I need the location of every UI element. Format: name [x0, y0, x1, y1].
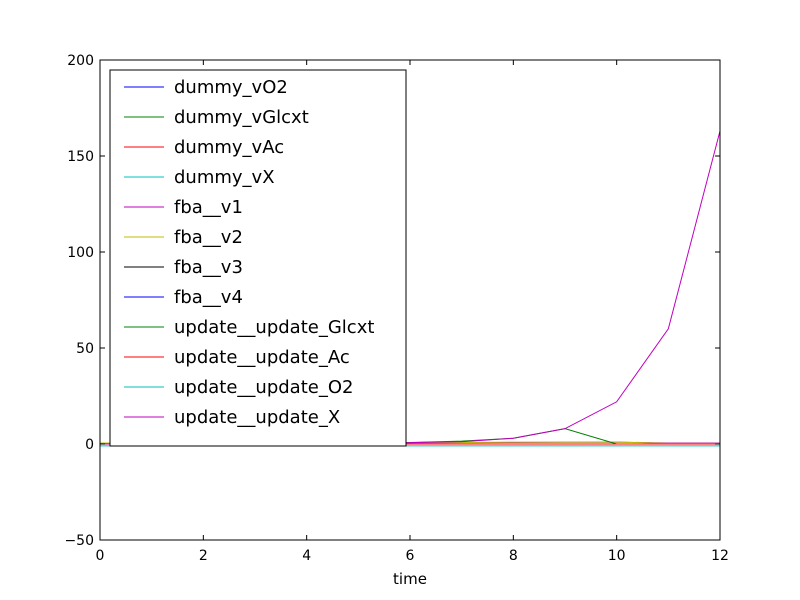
legend-label-fba-v1: fba__v1 — [174, 197, 243, 218]
x-axis-label: time — [393, 570, 427, 588]
y-tick-label: 0 — [85, 437, 94, 453]
x-tick-label: 12 — [711, 548, 729, 564]
legend-label-dummy-vo2: dummy_vO2 — [174, 77, 288, 98]
x-tick-label: 0 — [96, 548, 105, 564]
x-tick-label: 6 — [406, 548, 415, 564]
legend-label-update-update-ac: update__update_Ac — [174, 347, 350, 368]
legend-label-dummy-vglcxt: dummy_vGlcxt — [174, 107, 309, 128]
legend-label-fba-v3: fba__v3 — [174, 257, 243, 278]
y-tick-label: 150 — [67, 149, 94, 165]
legend: dummy_vO2 dummy_vGlcxt dummy_vAc dummy_vXfb… — [109, 69, 407, 447]
y-tick-label: 100 — [67, 245, 94, 261]
x-tick-label: 8 — [509, 548, 518, 564]
legend-label-dummy-vx: dummy_vX — [174, 167, 275, 188]
y-tick-label: 200 — [67, 53, 94, 69]
x-tick-label: 2 — [199, 548, 208, 564]
legend-box — [109, 69, 407, 447]
legend-label-fba-v2: fba__v2 — [174, 227, 243, 248]
legend-label-update-update-glcxt: update__update_Glcxt — [174, 317, 374, 338]
x-tick-label: 4 — [302, 548, 311, 564]
legend-label-fba-v4: fba__v4 — [174, 287, 243, 308]
y-tick-label: −50 — [64, 533, 94, 549]
legend-label-update-update-x: update__update_X — [174, 407, 340, 428]
y-tick-label: 50 — [76, 341, 94, 357]
legend-label-dummy-vac: dummy_vAc — [174, 137, 284, 158]
legend-label-update-update-o2: update__update_O2 — [174, 377, 353, 398]
x-tick-label: 10 — [608, 548, 626, 564]
